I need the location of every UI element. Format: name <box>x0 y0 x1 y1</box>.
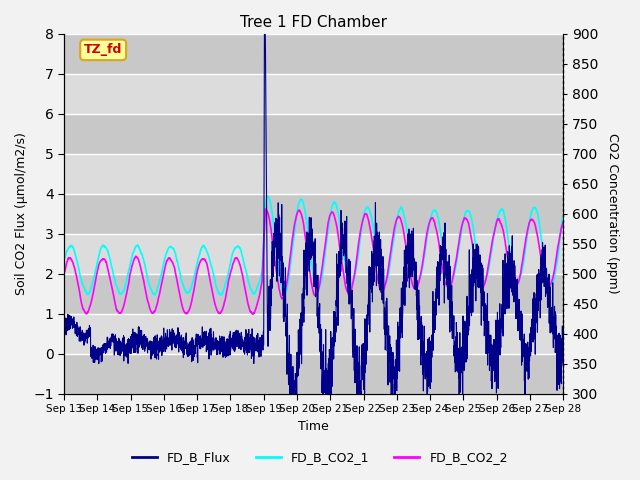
Bar <box>64 313 563 354</box>
Y-axis label: CO2 Concentration (ppm): CO2 Concentration (ppm) <box>607 133 620 294</box>
Bar <box>64 354 563 394</box>
Text: TZ_fd: TZ_fd <box>84 43 122 56</box>
Bar <box>64 193 563 234</box>
Title: Tree 1 FD Chamber: Tree 1 FD Chamber <box>240 15 387 30</box>
X-axis label: Time: Time <box>298 420 329 432</box>
Legend: FD_B_Flux, FD_B_CO2_1, FD_B_CO2_2: FD_B_Flux, FD_B_CO2_1, FD_B_CO2_2 <box>127 446 513 469</box>
Bar <box>64 34 563 73</box>
Bar <box>64 154 563 193</box>
Bar <box>64 234 563 274</box>
Y-axis label: Soil CO2 Flux (μmol/m2/s): Soil CO2 Flux (μmol/m2/s) <box>15 132 28 295</box>
Bar <box>64 114 563 154</box>
Bar <box>64 73 563 114</box>
Bar <box>64 274 563 313</box>
